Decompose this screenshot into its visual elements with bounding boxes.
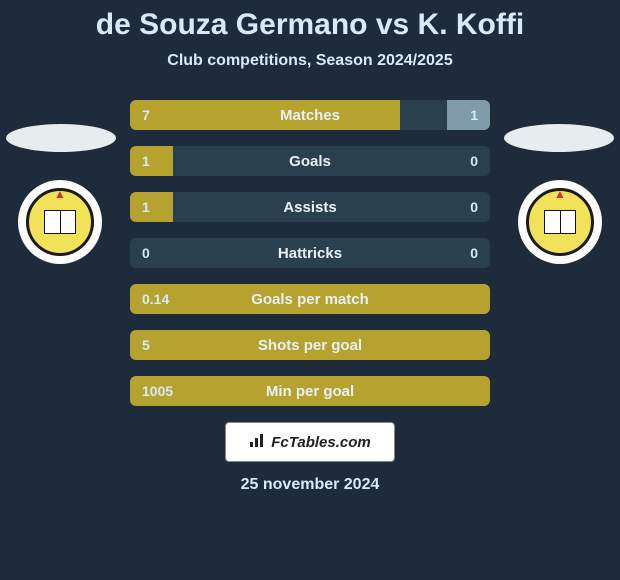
stat-row: 1Goals0 [130,146,490,176]
stat-fill-left [130,146,173,176]
book-icon [44,210,76,234]
stat-value-left: 0 [142,245,174,261]
flame-icon: ▲ [554,187,566,201]
subtitle: Club competitions, Season 2024/2025 [0,52,620,70]
player-silhouette-right [504,124,614,152]
source-logo: FcTables.com [225,422,395,462]
club-badge-left-inner: ▲ [26,188,94,256]
date-text: 25 november 2024 [0,476,620,494]
club-badge-right-inner: ▲ [526,188,594,256]
stat-fill-left [130,284,490,314]
stat-overlay: 0Hattricks0 [130,238,490,268]
stat-overlay: 1Goals0 [130,146,490,176]
stat-row: 5Shots per goal [130,330,490,360]
club-badge-left: ▲ [18,180,102,264]
club-badge-right: ▲ [518,180,602,264]
chart-icon [249,432,267,453]
source-logo-text: FcTables.com [271,434,370,451]
stat-label: Assists [174,199,446,216]
player-silhouette-left [6,124,116,152]
stat-fill-left [130,376,490,406]
stat-row: 1005Min per goal [130,376,490,406]
stat-fill-right [447,100,490,130]
stat-value-right: 0 [446,245,478,261]
page-title: de Souza Germano vs K. Koffi [0,8,620,42]
stat-row: 1Assists0 [130,192,490,222]
comparison-card: de Souza Germano vs K. Koffi Club compet… [0,0,620,580]
stat-overlay: 1Assists0 [130,192,490,222]
stat-fill-left [130,192,173,222]
stat-value-right: 0 [446,199,478,215]
stat-label: Goals [174,153,446,170]
stat-label: Hattricks [174,245,446,262]
stat-rows: 7Matches11Goals01Assists00Hattricks00.14… [130,100,490,406]
stat-fill-left [130,100,400,130]
flame-icon: ▲ [54,187,66,201]
stat-fill-left [130,330,490,360]
stat-row: 7Matches1 [130,100,490,130]
stat-row: 0Hattricks0 [130,238,490,268]
stat-row: 0.14Goals per match [130,284,490,314]
book-icon [544,210,576,234]
stat-value-right: 0 [446,153,478,169]
